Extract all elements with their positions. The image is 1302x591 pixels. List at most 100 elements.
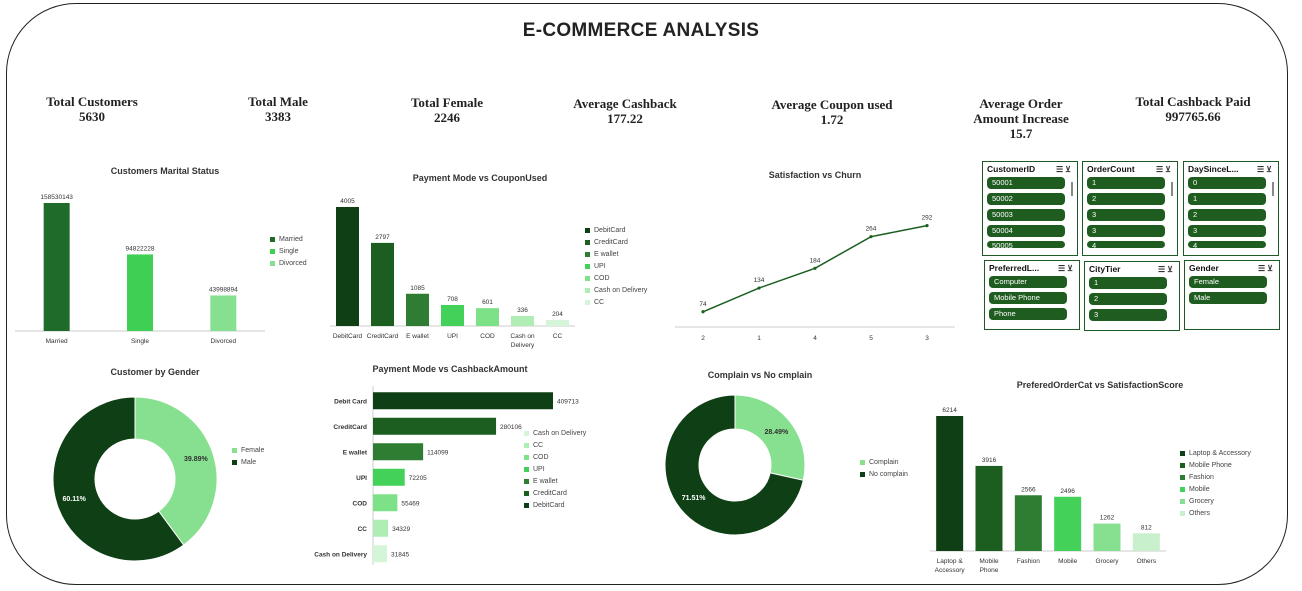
legend-swatch [524, 467, 529, 472]
bar [373, 443, 424, 461]
data-point [701, 310, 705, 314]
donut-slice [52, 396, 185, 562]
legend-label: No complain [869, 471, 908, 478]
slicer-item[interactable]: 1 [1188, 193, 1266, 205]
bar [975, 465, 1003, 551]
slicer-item[interactable]: 3 [1087, 225, 1165, 237]
filter-clear-icon[interactable]: ☰⊻ [1057, 263, 1075, 273]
donut-slice [134, 396, 218, 546]
slicer-preferred-login[interactable]: PreferredL... ☰⊻ Computer Mobile Phone Ph… [984, 260, 1080, 330]
slicer-item[interactable]: 2 [1089, 293, 1167, 305]
slicer-city-tier[interactable]: CityTier ☰⊻ 1 2 3 [1084, 261, 1180, 331]
slicer-item[interactable]: 0 [1188, 177, 1266, 189]
legend-item: CC [585, 299, 647, 306]
filter-clear-icon[interactable]: ☰⊻ [1257, 263, 1275, 273]
legend-swatch [270, 237, 275, 242]
slicer-item[interactable]: 3 [1087, 209, 1165, 221]
x-tick-label: 2 [701, 335, 705, 342]
scrollbar[interactable] [1071, 182, 1073, 196]
scrollbar[interactable] [1272, 182, 1274, 196]
donut-slice [734, 394, 806, 481]
slicer-item[interactable]: 1 [1087, 177, 1165, 189]
slicer-item[interactable]: 50002 [987, 193, 1065, 205]
slicer-gender[interactable]: Gender ☰⊻ Female Male [1184, 260, 1280, 330]
legend-swatch [232, 448, 237, 453]
filter-clear-icon[interactable]: ☰⊻ [1157, 264, 1175, 274]
legend-label: Cash on Delivery [594, 287, 648, 294]
slicer-item[interactable]: 50003 [987, 209, 1065, 221]
slicer-day-since-last-order[interactable]: DaySinceL... ☰⊻ 0 1 2 3 4 [1183, 161, 1279, 256]
legend-swatch [1180, 499, 1185, 504]
scrollbar[interactable] [1171, 182, 1173, 196]
legend-item: Female [232, 447, 264, 454]
x-tick-label: CreditCard [367, 333, 399, 340]
slicer-item[interactable]: Female [1189, 276, 1267, 288]
data-label: 74 [699, 301, 707, 308]
legend-swatch [270, 249, 275, 254]
kpi-value: 997765.66 [1165, 109, 1221, 124]
data-label: 184 [810, 257, 821, 264]
slicer-item[interactable]: 50005 [987, 241, 1065, 248]
dashboard-title: E-COMMERCE ANALYSIS [522, 20, 760, 41]
legend-swatch [232, 460, 237, 465]
slicer-item[interactable]: 3 [1188, 225, 1266, 237]
slicer-item[interactable]: 1 [1089, 277, 1167, 289]
data-label: 336 [517, 307, 528, 314]
bar [43, 203, 70, 331]
legend-label: Mobile [1189, 486, 1210, 493]
slicer-order-count[interactable]: OrderCount ☰⊻ 1 2 3 3 4 [1082, 161, 1178, 256]
slicer-item[interactable]: 4 [1188, 241, 1266, 248]
slicer-item[interactable]: 2 [1087, 193, 1165, 205]
legend-label: Married [279, 236, 303, 243]
slicer-item[interactable]: 2 [1188, 209, 1266, 221]
legend-item: Mobile Phone [1180, 462, 1251, 469]
y-tick-label: Cash on Delivery [314, 551, 367, 558]
legend-item: Cash on Delivery [524, 430, 586, 437]
filter-clear-icon[interactable]: ☰⊻ [1256, 164, 1274, 174]
slicer-item[interactable]: 50004 [987, 225, 1065, 237]
bar [936, 416, 964, 551]
slicer-item[interactable]: Mobile Phone [989, 292, 1067, 304]
x-tick-label: 4 [813, 335, 817, 342]
slicer-item[interactable]: Computer [989, 276, 1067, 288]
bar [210, 295, 237, 331]
x-tick-label: Married [46, 338, 68, 345]
legend-item: UPI [585, 263, 647, 270]
bar [373, 417, 497, 435]
payment-cashback-chart: Debit Card 409713 CreditCard 280106 E wallet… [314, 386, 579, 565]
data-point [813, 266, 817, 270]
data-label: 280106 [500, 424, 522, 431]
legend-label: CreditCard [533, 490, 567, 497]
slicer-item[interactable]: 50001 [987, 177, 1065, 189]
data-label: 34329 [392, 526, 410, 533]
data-label: 6214 [942, 407, 957, 414]
slicer-title: DaySinceL... [1188, 164, 1239, 174]
bar [1132, 533, 1160, 551]
x-tick-label: Divorced [211, 338, 237, 345]
legend-item: Mobile [1180, 486, 1251, 493]
legend-swatch [524, 455, 529, 460]
kpi-total-customers: Total Customers 5630 [32, 94, 152, 124]
legend-payment-cashback: Cash on Delivery CC COD UPI E wallet CreditCa… [524, 430, 586, 514]
legend-swatch [1180, 487, 1185, 492]
filter-clear-icon[interactable]: ☰⊻ [1155, 164, 1173, 174]
data-label: 204 [552, 311, 563, 318]
legend-marital: Married Single Divorced [270, 236, 307, 272]
payment-coupon-chart: 4005 DebitCard 2797 CreditCard 1085 E wallet 7… [330, 198, 575, 349]
legend-swatch [524, 443, 529, 448]
slicer-item[interactable]: Male [1189, 292, 1267, 304]
filter-clear-icon[interactable]: ☰⊻ [1055, 164, 1073, 174]
legend-item: COD [585, 275, 647, 282]
slicer-customer-id[interactable]: CustomerID ☰⊻ 50001 50002 50003 50004 500… [982, 161, 1078, 256]
data-point [925, 224, 929, 228]
legend-item: Laptop & Accessory [1180, 450, 1251, 457]
data-label: 812 [1141, 524, 1152, 531]
kpi-value: 15.7 [1009, 126, 1033, 141]
legend-label: Complain [869, 459, 899, 466]
legend-swatch [585, 240, 590, 245]
slicer-item[interactable]: Phone [989, 308, 1067, 320]
bar [441, 304, 464, 326]
slicer-item[interactable]: 3 [1089, 309, 1167, 321]
slicer-item[interactable]: 4 [1087, 241, 1165, 248]
kpi-average-cashback: Average Cashback 177.22 [565, 96, 685, 126]
